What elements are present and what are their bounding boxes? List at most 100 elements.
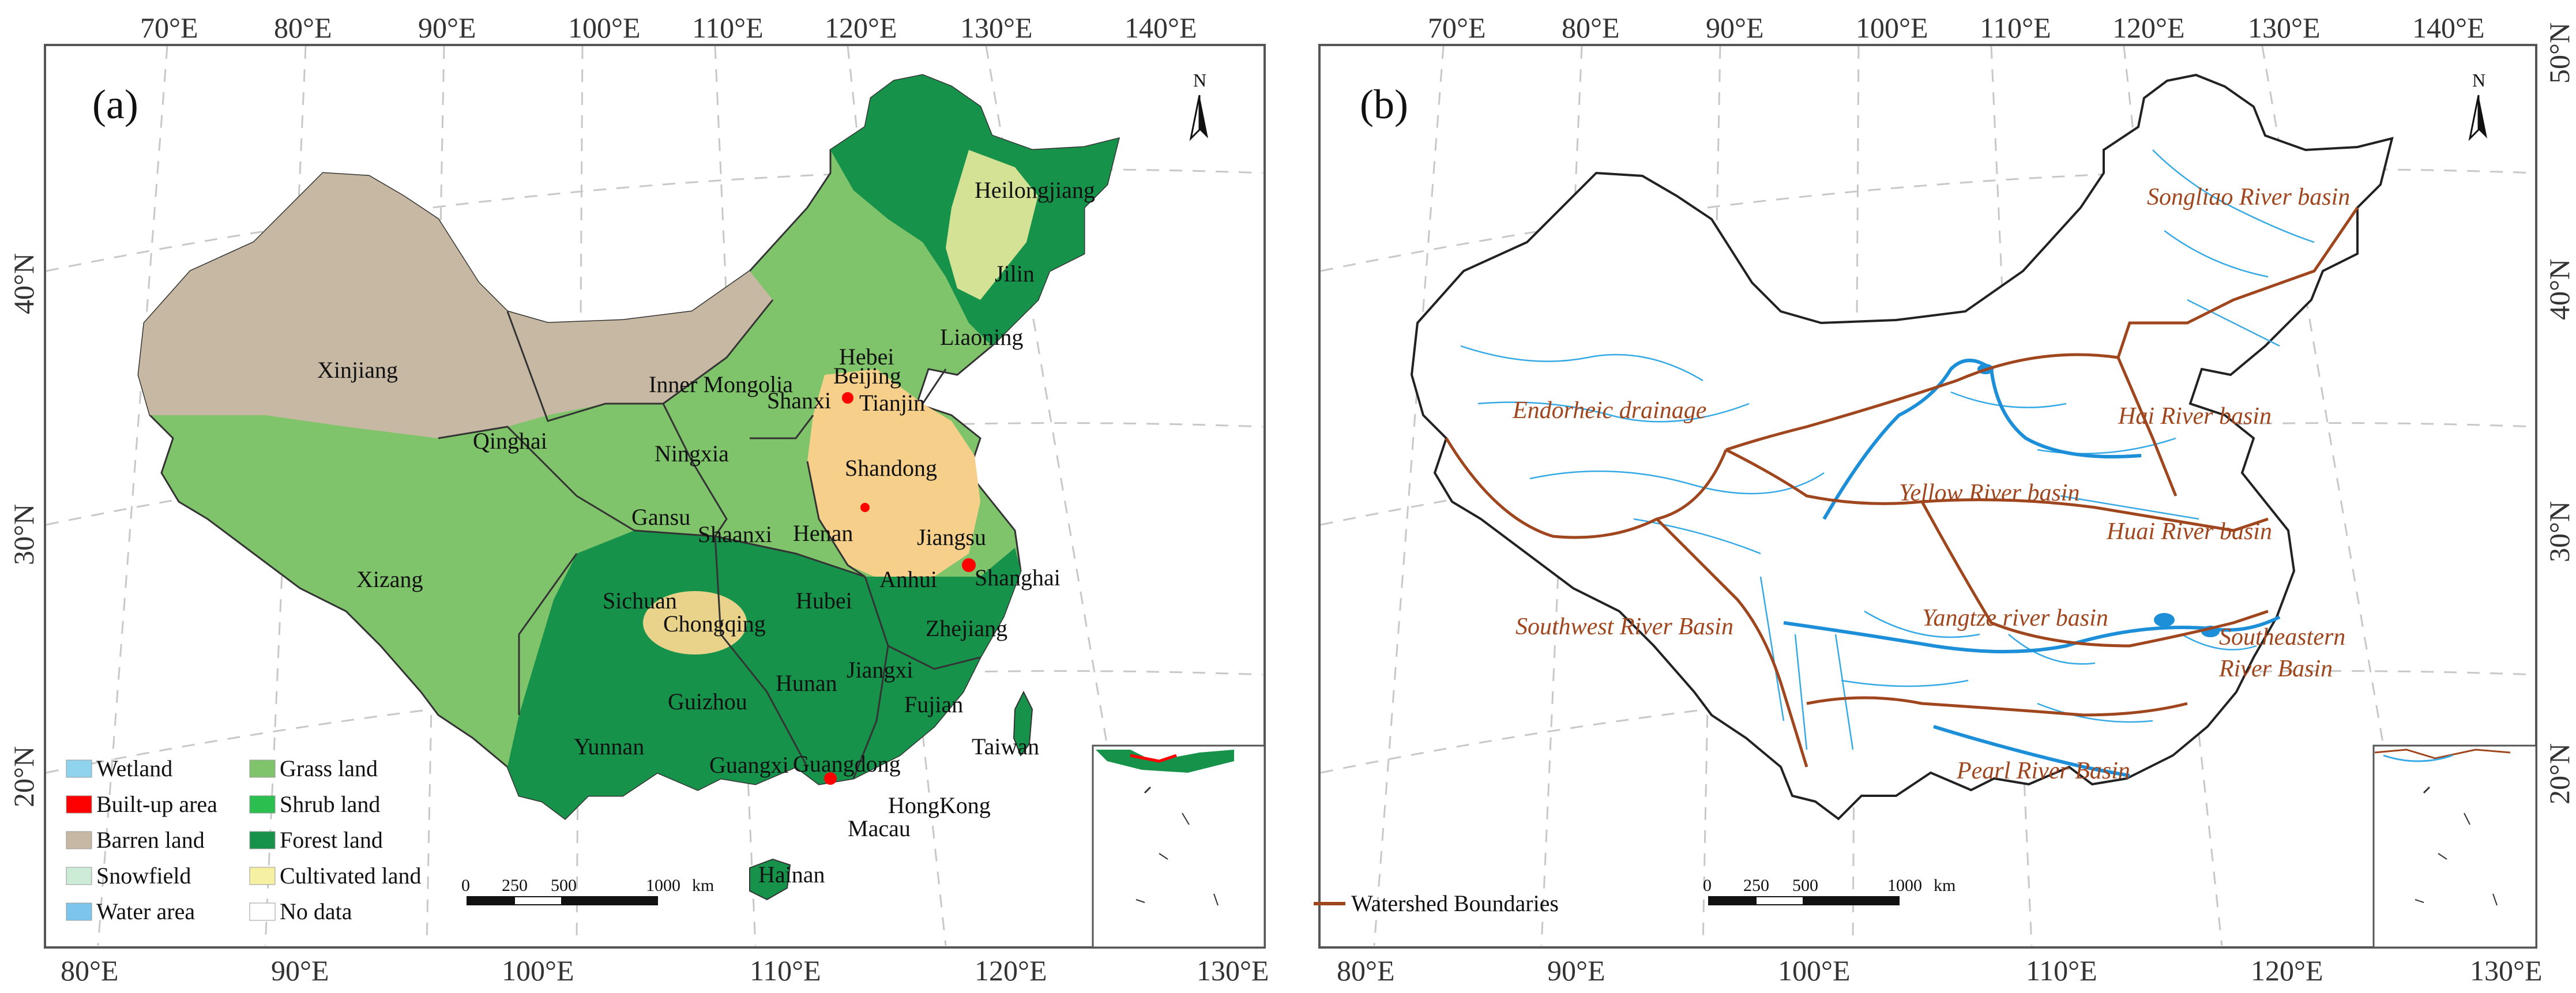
- lon-label: 120°E: [975, 954, 1047, 987]
- province-label: HongKong: [888, 792, 991, 818]
- lon-label: 120°E: [2112, 12, 2185, 44]
- panel-b-watershed-map: 70°E 80°E 90°E 100°E 110°E 120°E 130°E 1…: [1288, 0, 2576, 990]
- lat-label: 40°N: [7, 253, 40, 314]
- scale-bar: 0 250 500 1000 km: [1703, 876, 1955, 905]
- province-label: Guangdong: [793, 751, 901, 777]
- legend-swatch: [66, 831, 92, 849]
- province-label: Guizhou: [668, 689, 747, 714]
- province-label: Anhui: [879, 566, 937, 592]
- svg-text:N: N: [2472, 70, 2485, 91]
- lon-label: 90°E: [271, 954, 329, 987]
- province-label: Xinjiang: [317, 357, 398, 383]
- province-label: Hebei: [839, 344, 894, 370]
- hainan-island: [749, 858, 791, 901]
- lon-label: 100°E: [1856, 12, 1928, 44]
- province-label: Taiwan: [972, 734, 1039, 759]
- legend-label: No data: [280, 898, 352, 924]
- scale-bar: 0 250 500 1000 km: [461, 876, 714, 905]
- bottom-longitude-labels: 80°E 90°E 100°E 110°E 120°E 130°E: [1337, 954, 2543, 987]
- cultivated-land-north-china: [807, 369, 980, 582]
- lon-label: 100°E: [568, 12, 641, 44]
- map-frame: [1318, 44, 2537, 949]
- basin-label: Southeastern: [2219, 624, 2345, 650]
- province-label: Fujian: [904, 691, 963, 717]
- legend-label: Watershed Boundaries: [1351, 890, 1559, 916]
- scale-tick: 500: [551, 876, 577, 895]
- basin-label: Songliao River basin: [2147, 184, 2350, 210]
- basin-label: River Basin: [2218, 656, 2333, 682]
- province-label: Zhejiang: [926, 615, 1007, 641]
- province-label: Jiangxi: [847, 657, 913, 683]
- lon-label: 90°E: [1706, 12, 1764, 44]
- lon-label: 110°E: [692, 12, 764, 44]
- lat-label: 30°N: [7, 504, 40, 565]
- landuse-legend: Wetland Built-up area Barren land Snowfield…: [66, 755, 422, 924]
- scale-tick: 0: [461, 876, 470, 895]
- built-up-spot: [842, 392, 853, 404]
- taiwan-island: [1013, 690, 1033, 757]
- province-label: Tianjin: [859, 390, 925, 416]
- basin-label: Southwest River Basin: [1515, 614, 1733, 640]
- province-label: Shandong: [845, 455, 937, 481]
- scale-tick: 1000: [1887, 876, 1922, 895]
- china-outline: [1410, 73, 2394, 821]
- lon-label: 110°E: [2026, 954, 2097, 987]
- legend-swatch: [249, 831, 276, 849]
- province-label: Liaoning: [940, 324, 1023, 350]
- province-label: Hubei: [796, 588, 852, 614]
- legend-label: Water area: [96, 898, 195, 924]
- left-latitude-labels: 40°N 30°N 20°N: [7, 253, 40, 807]
- legend-swatch: [66, 867, 92, 885]
- province-label: Jilin: [995, 261, 1035, 287]
- legend-label: Grass land: [280, 755, 378, 781]
- panel-label-a: (a): [92, 81, 138, 127]
- legend-label: Barren land: [96, 827, 205, 853]
- province-label: Yunnan: [574, 734, 644, 759]
- legend-label: Cultivated land: [280, 863, 422, 889]
- province-label: Hunan: [776, 670, 837, 696]
- basin-label: Yellow River basin: [1899, 480, 2079, 506]
- basin-labels: Songliao River basin Endorheic drainage …: [1512, 184, 2350, 784]
- cultivated-land-sichuan: [643, 591, 747, 655]
- lon-label: 130°E: [960, 12, 1033, 44]
- province-label: Hainan: [758, 862, 825, 887]
- province-label: Henan: [793, 520, 853, 546]
- legend-swatch: [66, 759, 92, 778]
- lon-label: 130°E: [1197, 954, 1269, 987]
- lon-label: 80°E: [274, 12, 332, 44]
- south-china-sea-inset: [2372, 744, 2537, 949]
- lat-label: 50°N: [2543, 22, 2575, 84]
- province-label: Guangxi: [709, 752, 789, 778]
- legend-label: Built-up area: [96, 791, 217, 817]
- lon-label: 100°E: [1778, 954, 1851, 987]
- province-label: Shanghai: [975, 565, 1061, 590]
- scale-tick: 500: [1792, 876, 1818, 895]
- province-label: Gansu: [631, 504, 690, 530]
- province-label: Macau: [848, 815, 911, 841]
- province-label: Heilongjiang: [975, 177, 1095, 203]
- built-up-spot: [860, 503, 870, 512]
- legend-label: Forest land: [280, 827, 383, 853]
- watershed-legend: Watershed Boundaries: [1314, 890, 1559, 916]
- lon-label: 90°E: [418, 12, 476, 44]
- lon-label: 70°E: [140, 12, 198, 44]
- scale-tick: 250: [1743, 876, 1769, 895]
- lon-label: 110°E: [1980, 12, 2051, 44]
- province-label: Beijing: [833, 363, 901, 389]
- lon-label: 110°E: [750, 954, 821, 987]
- built-up-spot: [962, 558, 976, 572]
- lon-label: 120°E: [2251, 954, 2323, 987]
- north-arrow-icon: N: [2468, 70, 2487, 141]
- scale-tick: 250: [502, 876, 528, 895]
- province-labels: Heilongjiang Jilin Liaoning Hebei Beijin…: [317, 177, 1095, 887]
- legend-swatch: [249, 867, 276, 885]
- barren-land-region: [138, 173, 773, 438]
- province-label: Ningxia: [655, 441, 729, 467]
- province-label: Shaanxi: [698, 521, 772, 547]
- basin-label: Yangtze river basin: [1922, 605, 2108, 631]
- scale-unit: km: [692, 876, 714, 895]
- lon-label: 70°E: [1428, 12, 1486, 44]
- right-latitude-labels: 50°N 40°N 30°N 20°N: [2543, 22, 2575, 804]
- province-label: Qinghai: [473, 428, 547, 454]
- legend-label: Snowfield: [96, 863, 191, 889]
